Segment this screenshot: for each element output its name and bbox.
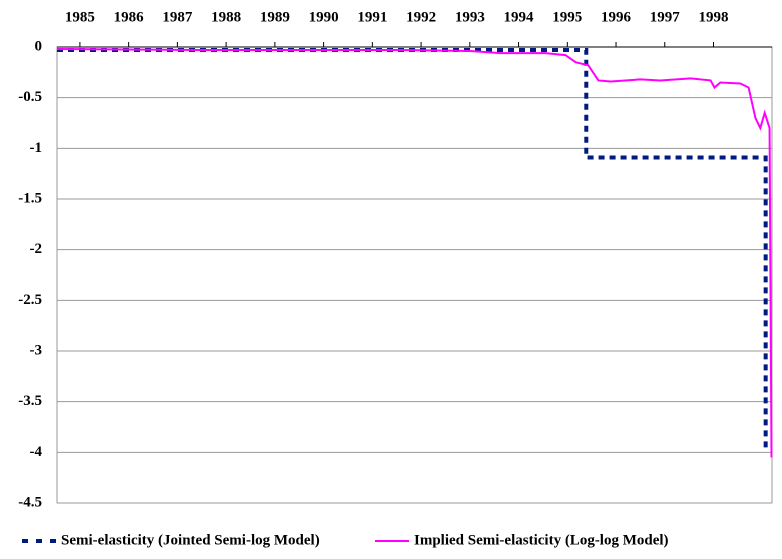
x-tick-label: 1993 — [455, 9, 485, 25]
y-tick-label: 0 — [35, 38, 43, 54]
y-tick-label: -4 — [30, 444, 43, 460]
y-tick-label: -1 — [30, 140, 43, 156]
series-line — [57, 48, 768, 453]
y-tick-label: -3.5 — [18, 393, 42, 409]
x-tick-label: 1991 — [357, 9, 387, 25]
y-tick-label: -2 — [30, 241, 43, 257]
x-tick-label: 1994 — [504, 9, 535, 25]
y-tick-label: -2.5 — [18, 292, 42, 308]
x-tick-label: 1998 — [699, 9, 729, 25]
legend-label: Implied Semi-elasticity (Log-log Model) — [414, 532, 669, 548]
x-tick-label: 1989 — [260, 9, 290, 25]
x-tick-label: 1996 — [601, 9, 632, 25]
x-tick-label: 1985 — [65, 9, 95, 25]
y-tick-label: -3 — [30, 342, 43, 358]
y-tick-label: -1.5 — [18, 190, 42, 206]
x-tick-label: 1986 — [114, 9, 145, 25]
x-tick-label: 1990 — [309, 9, 339, 25]
legend-label: Semi-elasticity (Jointed Semi-log Model) — [61, 532, 320, 548]
y-tick-label: -0.5 — [18, 89, 42, 105]
x-tick-label: 1995 — [552, 9, 582, 25]
y-tick-label: -4.5 — [18, 494, 42, 510]
plot-area — [56, 46, 773, 504]
x-tick-label: 1987 — [162, 9, 193, 25]
x-tick-label: 1988 — [211, 9, 241, 25]
x-tick-label: 1992 — [406, 9, 436, 25]
x-tick-label: 1997 — [650, 9, 681, 25]
series-line — [56, 48, 773, 458]
